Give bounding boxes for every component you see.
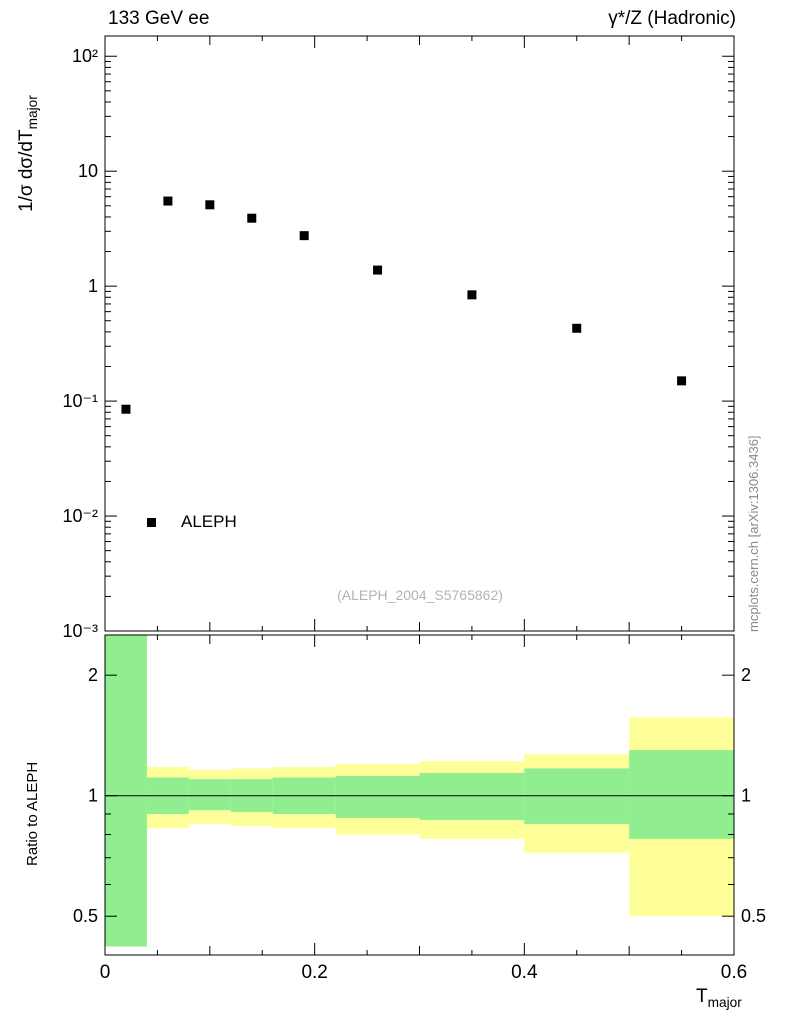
data-point-marker	[677, 376, 687, 386]
main-panel-frame	[104, 35, 735, 632]
main-y-axis-label-sub: major	[24, 95, 40, 130]
data-point-marker	[467, 290, 477, 300]
x-axis-label: Tmajor	[696, 986, 742, 1010]
ratio-band	[419, 772, 525, 820]
x-tick-label: 0.4	[511, 962, 538, 983]
x-axis-label-sub: major	[707, 994, 742, 1010]
main-y-axis-label-text: 1/σ dσ/dT	[16, 129, 37, 212]
data-point-marker	[205, 200, 215, 210]
legend-label: ALEPH	[181, 512, 237, 531]
main-y-tick-label: 10²	[72, 46, 98, 66]
ratio-y-axis-label: Ratio to ALEPH	[24, 761, 41, 866]
main-y-tick-label: 10	[78, 161, 98, 181]
ratio-y-tick-label-left: 2	[88, 665, 98, 685]
ratio-y-tick-label-right: 2	[741, 665, 751, 685]
data-point-marker	[373, 265, 383, 275]
x-tick-label: 0.2	[301, 962, 327, 983]
data-point-marker	[247, 213, 257, 223]
legend-marker-square	[147, 518, 156, 527]
data-point-marker	[163, 196, 173, 206]
ratio-band	[188, 779, 231, 811]
x-axis-label-text: T	[696, 986, 708, 1007]
mcplots-side-note: mcplots.cern.ch [arXiv:1306.3436]	[746, 435, 761, 632]
ratio-band	[629, 750, 734, 839]
x-tick-label: 0	[100, 962, 111, 983]
main-y-axis-label: 1/σ dσ/dTmajor	[16, 95, 40, 212]
data-point-marker	[572, 323, 582, 333]
x-tick-label: 0.6	[721, 962, 747, 983]
main-y-tick-label: 10⁻³	[62, 621, 98, 641]
main-y-tick-label: 1	[88, 276, 98, 296]
analysis-watermark: (ALEPH_2004_S5765862)	[337, 587, 503, 603]
main-y-tick-label: 10⁻²	[62, 506, 98, 526]
ratio-panel-frame	[104, 634, 735, 956]
ratio-y-tick-label-right: 1	[741, 786, 751, 806]
data-point-marker	[121, 404, 131, 414]
ratio-y-tick-label-right: 0.5	[741, 906, 766, 926]
ratio-band	[105, 635, 147, 947]
ratio-band	[335, 775, 420, 818]
ratio-y-tick-label-left: 0.5	[73, 906, 98, 926]
title-left: 133 GeV ee	[108, 8, 210, 29]
main-y-tick-label: 10⁻¹	[62, 391, 98, 411]
ratio-y-tick-label-left: 1	[88, 786, 98, 806]
data-point-marker	[299, 231, 309, 241]
title-right: γ*/Z (Hadronic)	[608, 8, 736, 29]
